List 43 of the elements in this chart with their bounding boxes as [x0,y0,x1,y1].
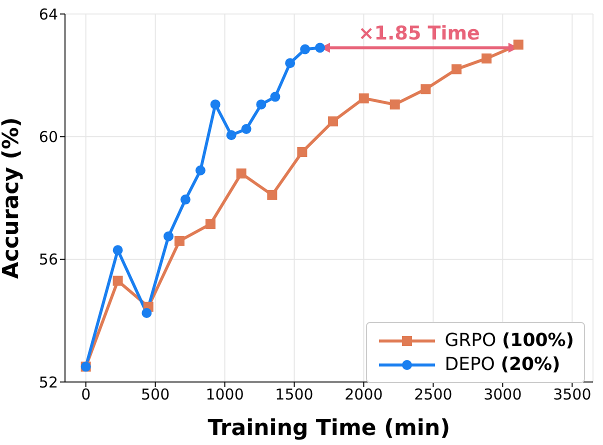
point [180,194,190,205]
y-tick-label: 60 [38,128,58,146]
point [142,308,152,318]
point [112,276,123,286]
point [241,124,252,134]
legend-label: DEPO (20%) [444,354,560,375]
point [236,168,246,178]
x-tick-label: 500 [140,386,170,404]
point [205,219,216,230]
point [314,42,325,53]
point [112,245,123,256]
y-axis-title: Accuracy (%) [0,117,24,279]
point [420,84,431,94]
point [195,165,206,176]
point [390,99,400,110]
x-tick-label: 1500 [275,386,314,404]
point [270,92,280,102]
x-tick-label: 2000 [344,386,383,404]
point [300,44,310,54]
point [452,64,462,74]
x-tick-label: 1000 [206,386,244,404]
point [285,58,296,68]
point [164,231,174,242]
x-tick-label: 3000 [484,386,522,404]
point [174,236,184,246]
point [328,116,338,126]
point [358,93,369,104]
y-tick-label: 64 [38,5,58,24]
point [513,40,524,50]
x-tick-label: 0 [81,386,91,404]
point [297,147,308,157]
point [267,190,278,200]
point [256,99,266,110]
point [482,53,492,64]
y-tick-label: 52 [38,373,58,392]
x-tick-label: 3500 [553,386,592,404]
point [226,130,236,140]
annotation: ×1.85 Time [358,22,480,45]
x-tick-label: 2500 [414,386,452,404]
legend-label: GRPO (100%) [444,330,574,351]
x-axis-title: Training Time (min) [208,416,450,441]
y-tick-label: 56 [38,250,58,269]
point [210,99,220,110]
